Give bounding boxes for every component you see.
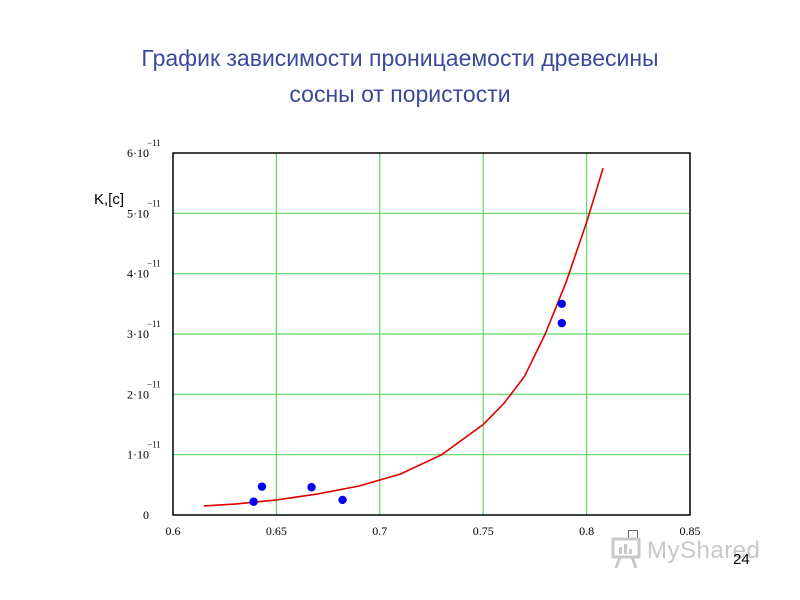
x-tick-label: 0.7 [372,524,387,538]
y-tick-label: 3·10 [127,327,149,341]
presentation-board-icon [611,537,641,569]
x-tick-label: 0.65 [266,524,287,538]
plot-frame [172,152,691,516]
fit-curve-layer [203,167,604,507]
data-points [249,299,566,506]
y-tick-exponent: −11 [147,379,161,389]
x-tick-label: 0.75 [473,524,494,538]
title-line-1: График зависимости проницаемости древеси… [141,45,659,71]
slide-title: График зависимости проницаемости древеси… [0,40,800,112]
x-tick-label: 0.85 [680,524,701,538]
page-number: 24 [733,551,750,568]
y-tick-exponent: −11 [147,259,161,269]
y-tick-exponent: −11 [147,319,161,329]
y-tick-label: 4·10 [127,267,149,281]
y-axis-label: K,[c] [94,191,124,208]
y-tick-label: 1·10 [127,448,149,462]
watermark-text: MyShared [647,537,761,564]
x-tick-label: 0.6 [166,524,181,538]
data-point [307,483,316,492]
y-tick-exponent: −11 [147,440,161,450]
data-point [557,299,566,309]
placeholder-glyph: □ [628,527,638,544]
data-point [257,482,267,491]
data-point [249,497,258,506]
x-tick-label: 0.8 [579,524,594,538]
tick-labels: 0.6 0.65 0.7 0.75 0.8 0.8501·10−112·10−113·10… [127,138,701,538]
y-tick-exponent: −11 [147,138,161,148]
fit-curve [203,167,604,507]
watermark: MyShared [610,533,770,573]
y-tick-exponent: −11 [147,198,161,208]
y-tick-label: 5·10 [127,206,149,220]
data-point [557,318,566,328]
y-tick-label: 6·10 [127,146,149,160]
y-tick-label: 0 [143,508,149,522]
title-line-2: сосны от пористости [289,81,511,107]
grid [173,153,690,515]
y-tick-label: 2·10 [127,387,149,401]
data-point [338,495,347,505]
